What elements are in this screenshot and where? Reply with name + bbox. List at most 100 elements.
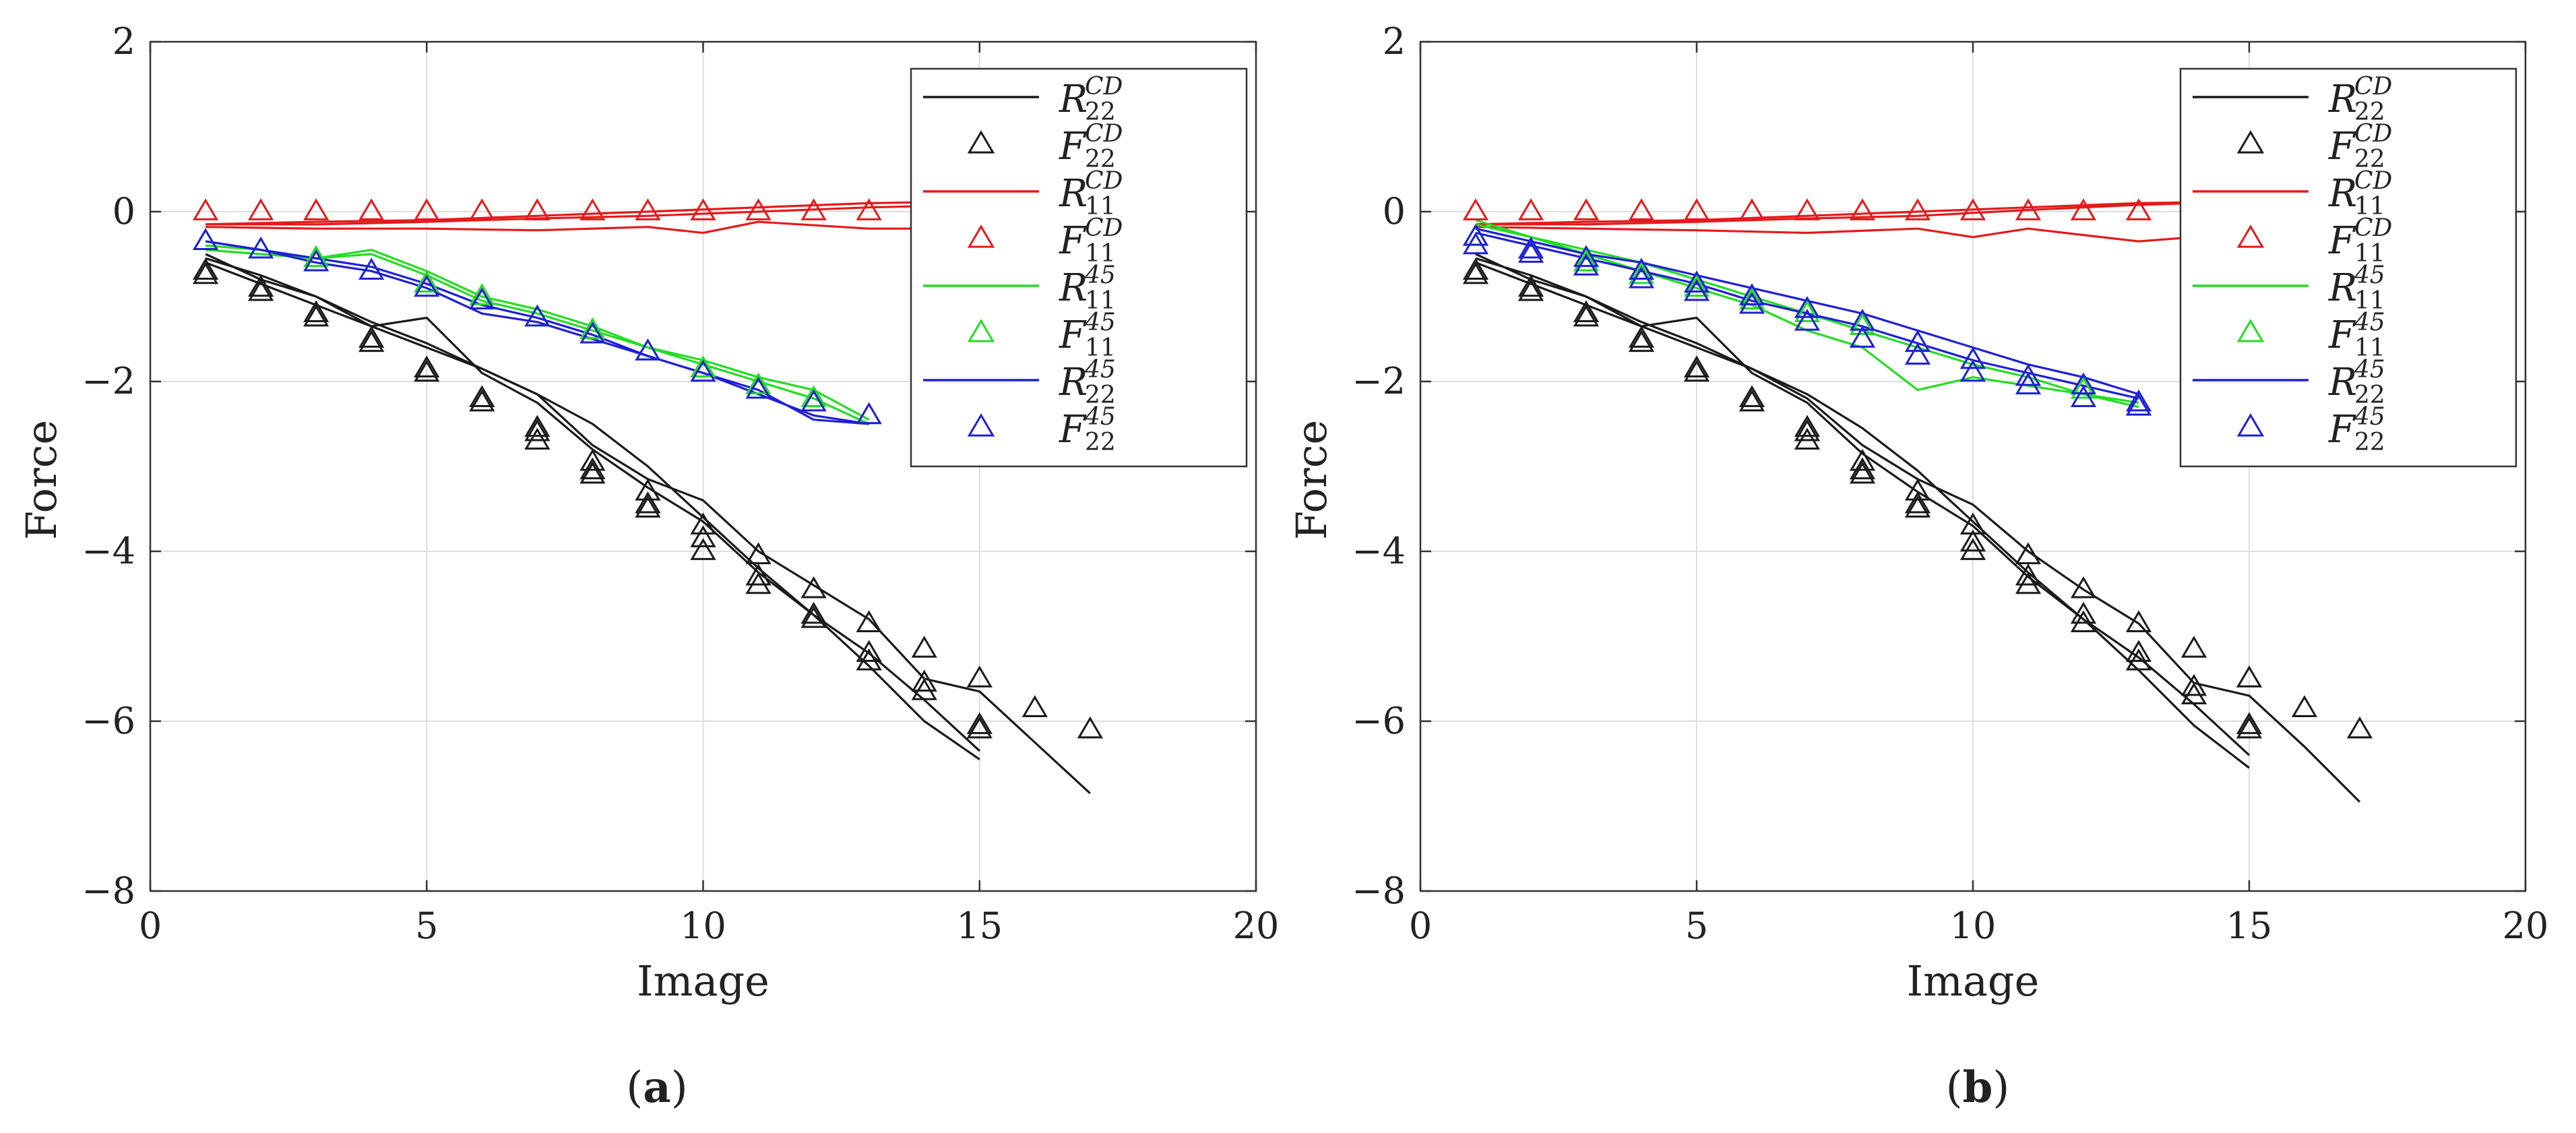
marker-F22CD bbox=[2236, 665, 2263, 687]
marker-F22CD bbox=[469, 385, 495, 408]
y-axis-label: Force bbox=[17, 420, 66, 540]
legend-marker-swatch bbox=[967, 224, 995, 248]
marker-F22CD bbox=[2015, 542, 2042, 565]
marker-F22CD bbox=[1794, 419, 1821, 441]
legend-symbol: F bbox=[1059, 125, 1087, 169]
legend-symbol: R bbox=[2328, 361, 2357, 404]
legend-superscript: 45 bbox=[2354, 262, 2385, 289]
marker-F22CD bbox=[358, 330, 385, 353]
marker-F11-45 bbox=[1573, 249, 1600, 272]
marker-F22CD bbox=[1904, 495, 1931, 518]
legend-subscript: 22 bbox=[1085, 146, 1116, 173]
marker-F22-45 bbox=[247, 236, 274, 259]
x-tick-label: 10 bbox=[1950, 905, 1997, 947]
marker-F22-45 bbox=[1794, 309, 1821, 331]
marker-F22CD bbox=[1022, 695, 1048, 717]
legend-symbol: F bbox=[2328, 408, 2356, 452]
legend-subscript: 22 bbox=[2354, 429, 2385, 456]
marker-F22CD bbox=[635, 495, 661, 518]
marker-F22CD bbox=[1628, 330, 1655, 353]
marker-F11CD bbox=[2125, 198, 2152, 220]
marker-F22CD bbox=[745, 572, 772, 594]
marker-F22-45 bbox=[469, 287, 495, 310]
x-axis-label: Image bbox=[637, 956, 769, 1006]
marker-F22-45 bbox=[1794, 296, 1821, 318]
marker-F22CD bbox=[1517, 278, 1544, 301]
marker-F11CD bbox=[192, 198, 219, 220]
panel-caption: (a) bbox=[626, 1062, 687, 1113]
legend-superscript: 45 bbox=[1084, 309, 1116, 336]
marker-F22-45 bbox=[1462, 224, 1489, 246]
legend-subscript: 22 bbox=[1085, 98, 1116, 126]
legend-symbol: R bbox=[2328, 266, 2357, 310]
x-tick-label: 5 bbox=[1685, 905, 1708, 947]
x-tick-label: 15 bbox=[2226, 905, 2273, 947]
marker-F22CD bbox=[1683, 355, 1710, 377]
marker-F22CD bbox=[524, 415, 551, 437]
marker-F11CD bbox=[414, 198, 440, 220]
marker-F22CD bbox=[745, 563, 772, 586]
y-axis-label: Force bbox=[1287, 420, 1336, 540]
marker-F22-45 bbox=[1849, 326, 1876, 348]
marker-F22CD bbox=[2236, 716, 2263, 739]
legend-superscript: CD bbox=[2354, 167, 2393, 195]
y-tick-label: −6 bbox=[1352, 700, 1406, 742]
marker-F22-45 bbox=[303, 249, 329, 272]
caption-paren: ( bbox=[626, 1063, 643, 1113]
marker-F22-45 bbox=[1738, 291, 1765, 314]
y-tick-label: −4 bbox=[1352, 530, 1406, 572]
marker-F11CD bbox=[745, 198, 772, 220]
marker-F22-45 bbox=[635, 338, 661, 361]
marker-F22CD bbox=[856, 640, 882, 663]
legend-symbol: R bbox=[2328, 78, 2357, 121]
marker-F11CD bbox=[579, 198, 606, 220]
marker-F11CD bbox=[1738, 198, 1765, 220]
marker-F22CD bbox=[1462, 257, 1489, 280]
marker-F22CD bbox=[2236, 712, 2263, 735]
legend-subscript: 22 bbox=[2354, 381, 2385, 409]
legend-superscript: CD bbox=[2354, 214, 2393, 242]
marker-F22CD bbox=[2070, 576, 2097, 599]
marker-F22CD bbox=[1462, 262, 1489, 284]
marker-F22CD bbox=[2015, 563, 2042, 586]
marker-F11-45 bbox=[469, 283, 495, 305]
legend-superscript: CD bbox=[2354, 120, 2393, 148]
marker-F22CD bbox=[1904, 491, 1931, 514]
y-tick-label: −4 bbox=[82, 530, 135, 572]
marker-F11-45 bbox=[745, 372, 772, 395]
caption-paren: ) bbox=[671, 1063, 688, 1113]
marker-F11CD bbox=[247, 198, 274, 220]
marker-F22CD bbox=[911, 669, 937, 692]
legend-superscript: CD bbox=[1085, 167, 1123, 195]
marker-F22-45 bbox=[1628, 266, 1655, 288]
marker-F11CD bbox=[1462, 198, 1489, 220]
marker-F22CD bbox=[1077, 716, 1103, 739]
marker-F22CD bbox=[1683, 359, 1710, 382]
caption-letter: a bbox=[643, 1062, 670, 1113]
legend-symbol: F bbox=[1059, 408, 1087, 452]
series-line-R11CD-3 bbox=[206, 214, 980, 235]
marker-F22CD bbox=[1573, 300, 1600, 323]
y-tick-label: −8 bbox=[82, 869, 135, 912]
y-tick-label: −2 bbox=[1352, 360, 1406, 402]
marker-F22-45 bbox=[1738, 283, 1765, 305]
marker-F11CD bbox=[800, 198, 827, 220]
marker-F22CD bbox=[358, 326, 385, 348]
legend-symbol: F bbox=[1059, 313, 1087, 357]
series-line-R22CD-1 bbox=[1475, 262, 2250, 769]
marker-F22CD bbox=[1573, 304, 1600, 327]
legend-box bbox=[910, 67, 1248, 468]
marker-F22CD bbox=[911, 678, 937, 700]
marker-F11CD bbox=[635, 198, 661, 220]
legend-marker-swatch bbox=[967, 413, 995, 437]
marker-F22CD bbox=[966, 665, 993, 687]
x-tick-label: 5 bbox=[415, 905, 438, 947]
x-axis-label: Image bbox=[1907, 956, 2040, 1006]
